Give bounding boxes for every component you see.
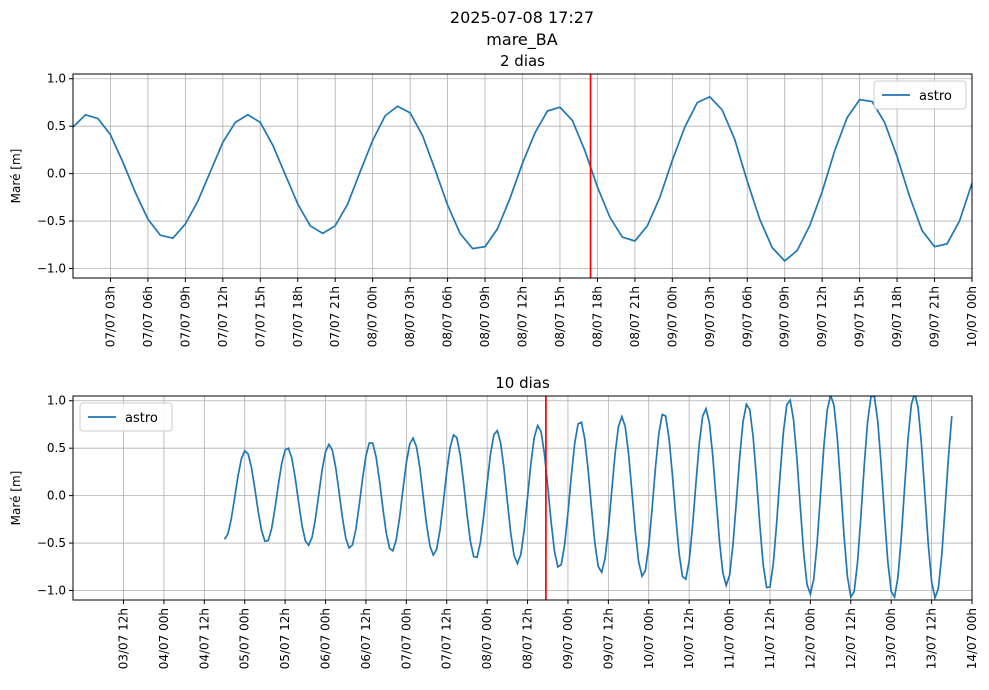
gridlines bbox=[73, 396, 973, 600]
chart-title: 10 dias bbox=[495, 374, 550, 392]
y-tick-label: 0.0 bbox=[47, 489, 66, 503]
y-axis-label: Maré [m] bbox=[9, 149, 23, 204]
chart-2-dias: 2 dias 1.0 0.5 0.0 −0.5 −1.0 07/07 03h 07/07 06… bbox=[9, 52, 979, 347]
x-tick-label: 06/07 00h bbox=[319, 608, 333, 669]
legend-label: astro bbox=[125, 411, 158, 426]
axes-frame bbox=[72, 395, 973, 601]
x-tick-label: 09/07 09h bbox=[778, 286, 792, 347]
x-tick-label: 11/07 00h bbox=[723, 608, 737, 669]
x-tick-label: 13/07 12h bbox=[925, 608, 939, 669]
y-tick-label: −1.0 bbox=[37, 262, 66, 276]
x-tick-label: 07/07 15h bbox=[253, 286, 267, 347]
x-tick-label: 08/07 12h bbox=[521, 608, 535, 669]
x-tick-label: 09/07 15h bbox=[853, 286, 867, 347]
series-line-astro bbox=[73, 95, 972, 263]
x-tick-label: 07/07 12h bbox=[216, 286, 230, 347]
x-tick-label: 14/07 00h bbox=[965, 608, 979, 669]
x-tick-label: 09/07 00h bbox=[561, 608, 575, 669]
y-tick-label: 0.5 bbox=[47, 119, 66, 133]
series-line-astro bbox=[223, 396, 953, 600]
x-tick-label: 08/07 06h bbox=[441, 286, 455, 347]
x-tick-label: 07/07 00h bbox=[399, 608, 413, 669]
x-tick-label: 12/07 12h bbox=[844, 608, 858, 669]
x-tick-label: 07/07 12h bbox=[440, 608, 454, 669]
x-tick-label: 09/07 21h bbox=[928, 286, 942, 347]
y-tick-label: −1.0 bbox=[37, 584, 66, 598]
x-tick-label: 09/07 00h bbox=[665, 286, 679, 347]
x-tick-label: 08/07 18h bbox=[590, 286, 604, 347]
x-tick-label: 13/07 00h bbox=[884, 608, 898, 669]
x-tick-label: 07/07 06h bbox=[141, 286, 155, 347]
y-axis-label: Maré [m] bbox=[9, 471, 23, 526]
x-tick-label: 08/07 03h bbox=[403, 286, 417, 347]
y-tick-label: 0.5 bbox=[47, 441, 66, 455]
x-tick-label: 04/07 12h bbox=[197, 608, 211, 669]
x-tick-label: 09/07 12h bbox=[815, 286, 829, 347]
x-tick-label: 07/07 03h bbox=[103, 286, 117, 347]
x-tick-label: 08/07 12h bbox=[516, 286, 530, 347]
x-tick-label: 09/07 03h bbox=[703, 286, 717, 347]
chart-10-dias: 10 dias 1.0 0.5 0.0 −0.5 −1.0 03/07 12h 04/07 0… bbox=[9, 374, 979, 669]
x-tick-label: 09/07 06h bbox=[740, 286, 754, 347]
x-tick-label: 08/07 21h bbox=[628, 286, 642, 347]
x-tick-label: 08/07 00h bbox=[366, 286, 380, 347]
x-tick-label: 07/07 18h bbox=[291, 286, 305, 347]
x-tick-label: 10/07 00h bbox=[642, 608, 656, 669]
y-tick-label: 1.0 bbox=[47, 72, 66, 86]
legend-box bbox=[79, 402, 173, 432]
legend: astro bbox=[79, 402, 173, 432]
x-tick-label: 10/07 12h bbox=[682, 608, 696, 669]
x-tick-label: 05/07 12h bbox=[278, 608, 292, 669]
legend-box bbox=[873, 80, 967, 110]
x-tick-label: 07/07 09h bbox=[178, 286, 192, 347]
y-tick-label: 0.0 bbox=[47, 167, 66, 181]
legend: astro bbox=[873, 80, 967, 110]
gridlines bbox=[73, 74, 973, 278]
figure-title-station: mare_BA bbox=[486, 30, 557, 50]
y-tick-label: −0.5 bbox=[37, 536, 66, 550]
x-tick-label: 07/07 21h bbox=[328, 286, 342, 347]
x-tick-label: 06/07 12h bbox=[359, 608, 373, 669]
x-tick-label: 08/07 00h bbox=[480, 608, 494, 669]
legend-label: astro bbox=[919, 89, 952, 104]
figure-title-datetime: 2025-07-08 17:27 bbox=[450, 8, 594, 27]
x-tick-label: 03/07 12h bbox=[117, 608, 131, 669]
x-tick-label: 09/07 12h bbox=[601, 608, 615, 669]
chart-title: 2 dias bbox=[500, 52, 545, 70]
x-tick-label: 11/07 12h bbox=[763, 608, 777, 669]
x-tick-label: 05/07 00h bbox=[238, 608, 252, 669]
x-tick-label: 12/07 00h bbox=[803, 608, 817, 669]
x-tick-label: 08/07 15h bbox=[553, 286, 567, 347]
x-tick-label: 10/07 00h bbox=[965, 286, 979, 347]
x-tick-label: 08/07 09h bbox=[478, 286, 492, 347]
x-tick-label: 09/07 18h bbox=[890, 286, 904, 347]
y-tick-label: 1.0 bbox=[47, 394, 66, 408]
x-tick-label: 04/07 00h bbox=[157, 608, 171, 669]
y-tick-label: −0.5 bbox=[37, 214, 66, 228]
